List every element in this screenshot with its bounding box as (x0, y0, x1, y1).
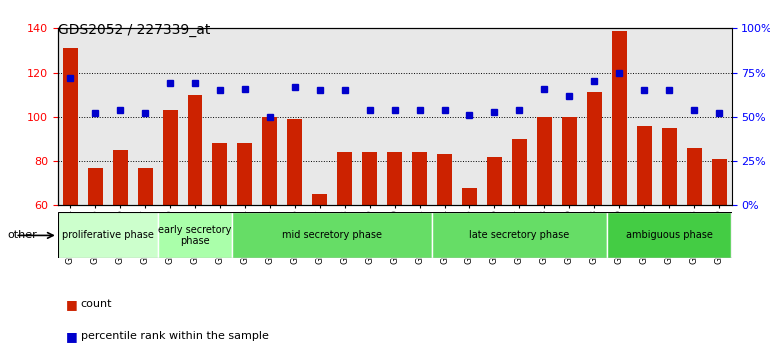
Bar (607, 212, 731, 258)
Bar (233, 212, 432, 258)
Bar (537, 117, 552, 205)
Bar (432, 212, 607, 258)
Bar (88, 168, 102, 205)
Bar (188, 95, 203, 205)
Bar (263, 117, 277, 205)
Text: count: count (81, 299, 112, 309)
Bar (412, 152, 427, 205)
Bar (237, 143, 253, 205)
Bar (337, 152, 352, 205)
Bar (637, 126, 651, 205)
Bar (62, 48, 78, 205)
Bar (512, 139, 527, 205)
Bar (387, 152, 402, 205)
Bar (213, 143, 227, 205)
Text: percentile rank within the sample: percentile rank within the sample (81, 331, 269, 341)
Text: ■: ■ (65, 330, 77, 343)
Bar (661, 128, 677, 205)
Text: early secretory
phase: early secretory phase (159, 224, 232, 246)
Bar (462, 188, 477, 205)
Bar (711, 159, 727, 205)
Bar (112, 150, 128, 205)
Bar (138, 168, 152, 205)
Bar (362, 152, 377, 205)
Bar (158, 212, 233, 258)
Text: ambiguous phase: ambiguous phase (626, 230, 712, 240)
Bar (287, 119, 303, 205)
Bar (611, 30, 627, 205)
Bar (487, 156, 502, 205)
Bar (562, 117, 577, 205)
Bar (58, 212, 158, 258)
Text: ■: ■ (65, 298, 77, 311)
Text: late secretory phase: late secretory phase (469, 230, 570, 240)
Text: other: other (8, 230, 38, 240)
Bar (687, 148, 701, 205)
Bar (437, 154, 452, 205)
Bar (313, 194, 327, 205)
Bar (162, 110, 178, 205)
Bar (587, 92, 601, 205)
Text: GDS2052 / 227339_at: GDS2052 / 227339_at (58, 23, 210, 37)
Text: proliferative phase: proliferative phase (62, 230, 153, 240)
Text: mid secretory phase: mid secretory phase (283, 230, 382, 240)
